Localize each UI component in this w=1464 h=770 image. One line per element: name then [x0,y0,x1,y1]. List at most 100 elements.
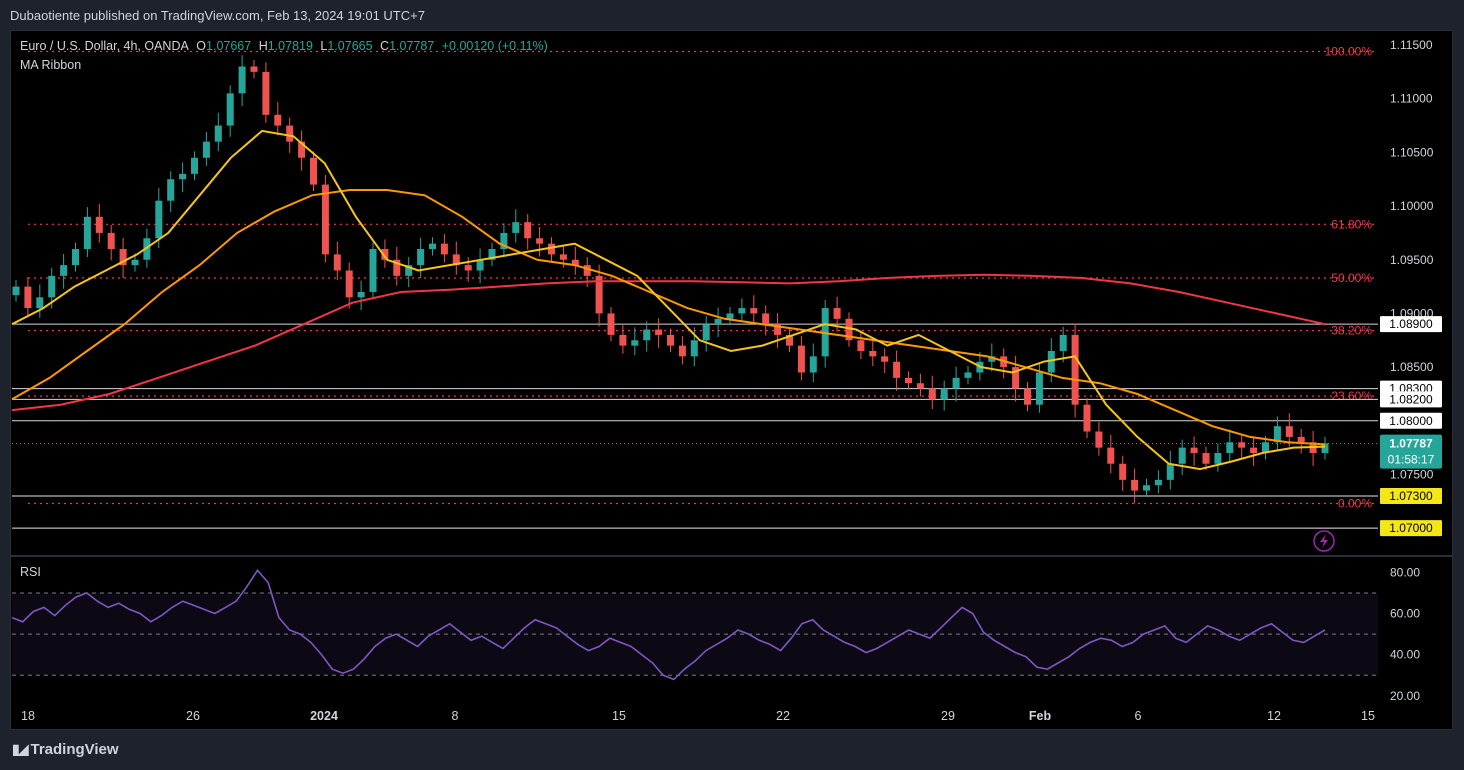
candle-body [1202,453,1210,464]
candle-body [119,249,127,266]
time-tick-label: 15 [1361,709,1375,723]
candle-body [405,265,413,276]
candle-body [274,114,282,126]
candle-body [512,222,520,233]
last-price-label: 1.07787 [1389,437,1433,451]
candle-body [417,249,425,266]
candle-body [143,238,151,260]
ma-slow-line [11,273,1326,412]
candle-body [726,313,734,319]
price-tag-label: 1.08200 [1389,392,1433,406]
candle-body [750,308,758,314]
candle-body [191,157,198,174]
time-tick-label: 6 [1135,709,1142,723]
candle-body [678,345,686,357]
candle-body [1273,426,1281,443]
chart-frame[interactable] [10,30,1453,730]
publisher-caption: Dubaotiente published on TradingView.com… [10,8,425,23]
candles [12,55,1329,504]
candle-body [1059,334,1067,352]
symbol-name: Euro / U.S. Dollar, 4h, OANDA [20,39,189,53]
candle-body [797,345,805,373]
price-tag-box [1380,520,1442,537]
candle-body [429,243,436,250]
candle-body [131,259,139,266]
candle-body [928,388,936,400]
candle-body [214,125,222,142]
candle-body [1250,447,1258,454]
time-tick-label: 12 [1267,709,1281,723]
rsi-pane: 80.00 60.00 40.00 20.00 [11,565,1420,703]
price-tick-label: 1.09500 [1390,253,1434,267]
price-tick-label: 1.07500 [1390,467,1434,481]
alert-lightning-icon [1313,530,1335,552]
candle-body [1166,463,1174,480]
candle-body [1107,447,1115,464]
candle-body [583,265,591,276]
candle-body [1285,426,1293,437]
candle-body [1226,442,1234,454]
candle-body [321,184,329,255]
candle-body [357,291,365,298]
candle-body [774,324,782,335]
candle-body [238,66,246,94]
candle-body [857,340,865,352]
open-value: 1.07667 [206,39,252,53]
candle-body [1178,447,1186,464]
candle-body [1321,443,1329,454]
candle-body [631,340,639,346]
tradingview-logo-icon: ▮◢ [12,741,29,757]
candle-body [559,254,567,260]
fib-level-label: 100.00% [1325,44,1373,58]
candle-body [369,249,377,292]
tradingview-logo[interactable]: ▮◢ TradingView [12,741,119,758]
price-tag-label: 1.07000 [1389,521,1433,535]
time-tick-label: 15 [612,709,626,723]
price-tag-box [1380,487,1442,504]
time-tick-label: 18 [21,709,35,723]
candle-body [95,216,103,233]
price-tag-label: 1.08900 [1389,317,1433,331]
candle-body [310,157,317,185]
candle-body [167,179,175,201]
last-price-tag [1380,434,1442,469]
price-tag-box [1380,316,1442,333]
candle-body [607,313,615,335]
candle-body [250,66,258,72]
symbol-legend: Euro / U.S. Dollar, 4h, OANDA O1.07667 H… [20,39,552,53]
candle-body [643,329,651,341]
candle-body [476,259,484,271]
candle-body [345,270,353,298]
price-tag-box [1380,391,1442,408]
price-tag-box [1380,412,1442,429]
candle-body [500,232,508,250]
candle-body [619,334,627,346]
candle-body [1131,479,1139,491]
price-tag-label: 1.08000 [1389,414,1433,428]
price-tick-label: 1.10500 [1390,145,1434,159]
candle-body [226,93,234,126]
candle-body [1024,388,1031,405]
time-tick-label: Feb [1029,709,1052,723]
candle-body [1190,447,1198,454]
ma-ribbon-label[interactable]: MA Ribbon [20,58,82,72]
price-tick-label: 1.11500 [1390,38,1433,52]
rsi-tick-label: 60.00 [1390,607,1420,621]
price-tag-label: 1.07300 [1389,489,1433,503]
ma-ribbon [11,129,1378,471]
low-value: 1.07665 [327,39,373,53]
time-tick-label: 29 [941,709,955,723]
candle-body [762,313,770,325]
rsi-tick-label: 80.00 [1390,565,1420,579]
candle-body [1095,431,1103,448]
candle-body [1143,485,1150,491]
lightning-icon-circle [1313,530,1335,552]
candle-body [833,308,841,319]
rsi-label[interactable]: RSI [20,565,41,579]
candle-body [1154,479,1162,486]
candle-body [1262,442,1269,454]
price-axis: 1.115001.110001.105001.100001.095001.090… [1390,38,1434,481]
candle-body [72,249,79,266]
fib-level-label: 38.20% [1331,324,1372,338]
